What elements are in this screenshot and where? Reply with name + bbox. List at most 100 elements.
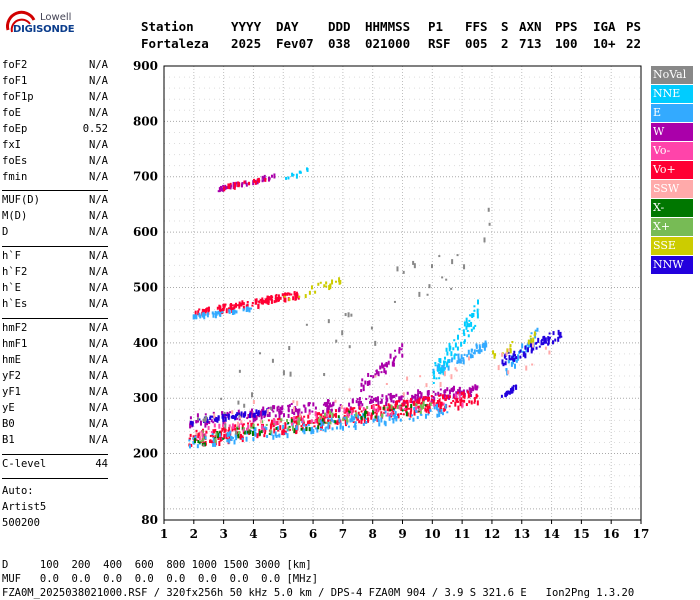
header-label-4: HHMMSS: [365, 19, 411, 34]
data-point: [242, 428, 245, 432]
data-point: [507, 370, 510, 375]
data-point: [395, 400, 398, 406]
data-point: [455, 391, 458, 396]
data-point: [248, 307, 251, 313]
data-point: [415, 403, 418, 407]
data-point: [252, 423, 255, 427]
x-tick-label: 11: [454, 527, 471, 541]
data-point: [202, 436, 205, 442]
data-point: [325, 281, 328, 285]
data-point: [478, 350, 481, 354]
param-row: yF1 N/A: [2, 385, 108, 401]
data-point: [237, 183, 240, 188]
separator: [2, 478, 108, 479]
data-point: [368, 400, 371, 404]
x-tick-label: 7: [339, 527, 347, 541]
param-name: foF2: [2, 59, 28, 71]
data-point: [372, 409, 375, 415]
data-point: [298, 408, 301, 412]
data-point: [443, 393, 446, 396]
data-point: [329, 410, 332, 415]
data-point: [265, 427, 268, 431]
data-point: [275, 434, 278, 438]
data-point: [459, 358, 462, 364]
data-point: [469, 389, 472, 395]
data-point: [353, 416, 356, 421]
x-tick-label: 8: [369, 527, 377, 541]
data-point: [375, 403, 378, 406]
data-point: [456, 361, 459, 364]
data-point: [264, 178, 267, 182]
data-point: [241, 435, 244, 440]
data-point: [327, 419, 330, 425]
data-point: [242, 430, 245, 435]
data-point: [223, 413, 226, 419]
data-point: [277, 294, 280, 299]
data-point: [445, 394, 448, 398]
data-point: [191, 421, 194, 424]
data-point: [230, 415, 233, 419]
data-point: [442, 394, 445, 400]
header-label-2: DAY: [276, 19, 299, 34]
data-point: [257, 177, 260, 183]
data-point: [360, 400, 363, 404]
data-point: [422, 401, 425, 405]
x-tick-label: 12: [484, 527, 501, 541]
data-point: [284, 297, 287, 303]
param-row: hmF1 N/A: [2, 337, 108, 353]
data-point: [374, 397, 377, 402]
data-point: [228, 183, 231, 187]
legend-item-w: W: [651, 123, 693, 142]
data-point: [334, 420, 337, 424]
data-point: [308, 420, 311, 425]
data-point: [223, 435, 226, 439]
data-point: [544, 346, 547, 350]
data-point: [468, 323, 471, 328]
data-point: [463, 333, 466, 337]
data-point: [211, 433, 214, 436]
data-point: [430, 395, 433, 398]
data-point: [358, 405, 361, 410]
x-tick-label: 17: [633, 527, 650, 541]
data-point: [428, 404, 431, 410]
data-point: [427, 408, 430, 414]
data-point: [397, 414, 400, 418]
data-point: [262, 176, 265, 182]
data-point: [433, 405, 436, 410]
data-point: [307, 420, 310, 424]
data-point: [295, 291, 298, 294]
data-point: [357, 414, 360, 419]
data-point: [463, 321, 466, 327]
data-point: [227, 307, 230, 310]
data-point: [303, 415, 306, 418]
data-point: [427, 390, 430, 396]
data-point: [501, 359, 504, 365]
data-point: [195, 438, 198, 441]
data-point: [450, 374, 453, 380]
data-point: [322, 403, 325, 406]
data-point: [447, 359, 450, 363]
separator: [2, 318, 108, 319]
data-point: [497, 365, 500, 371]
data-point: [256, 178, 259, 182]
x-tick-label: 9: [398, 527, 406, 541]
data-point: [456, 391, 459, 394]
data-point: [362, 407, 365, 412]
data-point: [430, 264, 433, 269]
data-point: [209, 439, 212, 443]
data-point: [344, 416, 347, 420]
data-point: [375, 412, 378, 415]
data-point: [362, 389, 365, 392]
data-point: [411, 400, 414, 404]
data-point: [329, 421, 332, 425]
data-point: [540, 343, 543, 346]
data-point: [254, 299, 257, 305]
param-row: foF2 N/A: [2, 58, 108, 74]
data-point: [378, 422, 381, 427]
data-point: [385, 414, 388, 417]
data-point: [282, 424, 285, 429]
data-point: [329, 419, 332, 422]
data-point: [291, 408, 294, 414]
data-point: [369, 398, 372, 402]
data-point: [339, 422, 342, 428]
